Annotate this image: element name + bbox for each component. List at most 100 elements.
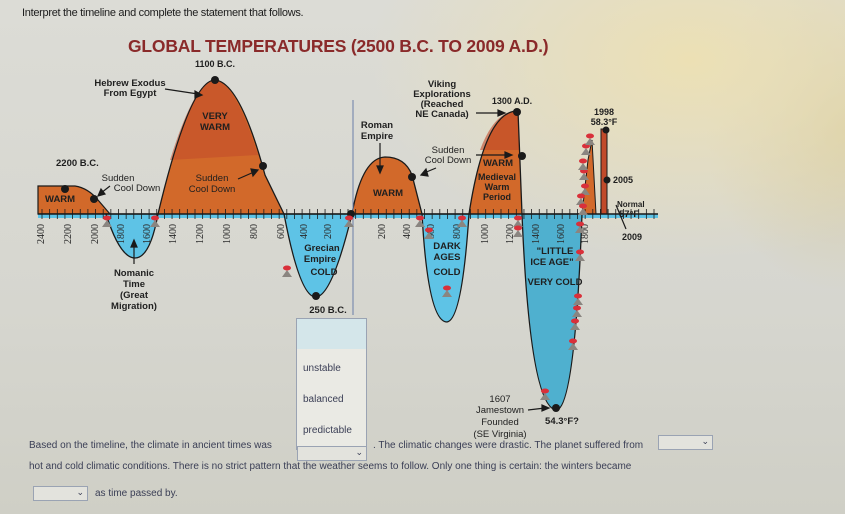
label-viking3: (Reached	[421, 99, 464, 110]
axis-tick-label-bc: 1200	[195, 224, 206, 244]
label-sudden2b: Cool Down	[189, 184, 235, 195]
volcano-icon	[513, 215, 523, 227]
volcano-icon	[102, 215, 112, 227]
axis-tick-label-ad: 1200	[505, 224, 516, 244]
volcano-icon	[344, 215, 354, 227]
climate-select-3[interactable]: ⌄	[33, 486, 88, 501]
axis-tick-label-ad: 1000	[480, 224, 491, 244]
label-sudden2a: Sudden	[196, 173, 229, 184]
dropdown-blank-option[interactable]	[297, 319, 366, 349]
axis-tick-label-ad: 1800	[580, 224, 591, 244]
point-1100bc	[211, 76, 219, 84]
chart-title: GLOBAL TEMPERATURES (2500 B.C. TO 2009 A…	[128, 36, 549, 56]
label-cold2: COLD	[434, 267, 461, 278]
axis-tick-label-ad: 1400	[531, 224, 542, 244]
label-normal: Normal	[617, 200, 645, 209]
volcano-icon	[572, 305, 582, 317]
volcano-icon	[424, 227, 434, 239]
axis-tick-label-bc: 2400	[36, 224, 47, 244]
label-sudden3b: Cool Down	[425, 155, 471, 166]
volcano-icon	[442, 285, 452, 297]
axis-tick-label-bc: 2000	[90, 224, 101, 244]
volcano-icon	[282, 265, 292, 277]
axis-tick-label-ad: 200	[377, 224, 388, 239]
label-2005: 2005	[613, 175, 633, 185]
volcano-icon	[581, 143, 591, 155]
label-normal-temp: 57°F	[619, 209, 639, 220]
label-1607: 1607	[489, 394, 510, 405]
modern-warm-spike-1998	[600, 128, 608, 215]
axis-tick-label-bc: 800	[249, 224, 260, 239]
label-medieval3: Period	[483, 192, 511, 202]
statement-part1: Based on the timeline, the climate in an…	[29, 440, 272, 451]
point-1998	[602, 126, 610, 134]
chevron-down-icon: ⌄	[701, 436, 709, 446]
chevron-down-icon: ⌄	[355, 447, 363, 457]
volcano-icon	[575, 249, 585, 261]
label-1607-temp: 54.3°F?	[545, 416, 579, 427]
label-1998-temp: 58.3°F	[591, 117, 618, 127]
label-2009: 2009	[622, 232, 642, 242]
volcano-icon	[150, 215, 160, 227]
chevron-down-icon: ⌄	[76, 487, 84, 497]
very-warm-top	[170, 80, 258, 160]
point-1300ad	[513, 108, 521, 116]
arrow-2009	[615, 204, 627, 230]
volcano-icon	[578, 203, 588, 215]
volcano-icon	[568, 338, 578, 350]
climate-select-2[interactable]: ⌄	[658, 435, 713, 450]
axis-tick-label-ad: 800	[452, 224, 463, 239]
dropdown-option-predictable[interactable]: predictable	[303, 425, 352, 436]
arrow-sudden2	[237, 171, 255, 180]
volcano-icon	[585, 133, 595, 145]
point-sudden-cool	[90, 195, 98, 203]
label-lia1: "LITTLE	[537, 246, 574, 257]
label-viking1: Viking	[428, 79, 457, 90]
volcano-icon	[578, 158, 588, 170]
label-founded: Founded	[481, 417, 519, 428]
label-dark2: AGES	[434, 252, 461, 263]
point-roman-cool	[408, 173, 416, 181]
label-2200bc: 2200 B.C.	[56, 158, 99, 169]
statement-part4: as time passed by.	[95, 488, 178, 499]
question-prompt: Interpret the timeline and complete the …	[22, 7, 304, 19]
volcano-icon	[575, 221, 585, 233]
label-grecian1: Grecian	[304, 243, 340, 254]
axis-tick-label-bc: 200	[323, 224, 334, 239]
label-viking2: Explorations	[413, 89, 471, 100]
axis-tick-label-bc: 1800	[116, 224, 127, 244]
label-nomanic1: Nomanic	[114, 268, 154, 279]
label-jamestown: Jamestown	[476, 405, 524, 416]
cold-area-dark-ages	[421, 213, 470, 323]
point-2200bc	[61, 185, 69, 193]
axis-tick-label-bc: 600	[276, 224, 287, 239]
dropdown-option-balanced[interactable]: balanced	[303, 394, 344, 405]
label-se-virginia: (SE Virginia)	[473, 429, 526, 440]
label-dark1: DARK	[433, 241, 461, 252]
point-1607	[552, 404, 560, 412]
label-medieval2: Warm	[485, 182, 510, 192]
label-medieval1: Medieval	[478, 172, 516, 182]
label-very-warm2: WARM	[200, 122, 230, 133]
point-2005	[603, 176, 611, 184]
warm-area-roman	[351, 156, 423, 215]
label-1998: 1998	[594, 107, 614, 117]
label-1100bc: 1100 B.C.	[195, 59, 235, 69]
volcano-icon	[415, 215, 425, 227]
dropdown-option-unstable[interactable]: unstable	[303, 363, 341, 374]
axis-tick-label-ad: 1600	[556, 224, 567, 244]
axis-tick-label-ad: 400	[402, 224, 413, 239]
axis-tick-label-bc: 400	[299, 224, 310, 239]
axis-tick-label-bc: 1600	[142, 224, 153, 244]
point-250bc	[312, 292, 320, 300]
label-nomanic3: (Great	[120, 290, 149, 301]
volcano-icon	[580, 183, 590, 195]
volcano-icon	[457, 215, 467, 227]
climate-select-1[interactable]: ⌄	[297, 446, 367, 461]
volcano-icon	[540, 388, 550, 400]
statement-part3: hot and cold climatic conditions. There …	[29, 461, 632, 472]
label-250bc: 250 B.C.	[309, 305, 347, 316]
label-warm3: WARM	[483, 158, 513, 169]
label-cold1: COLD	[311, 267, 338, 278]
label-viking4: NE Canada)	[415, 109, 468, 120]
